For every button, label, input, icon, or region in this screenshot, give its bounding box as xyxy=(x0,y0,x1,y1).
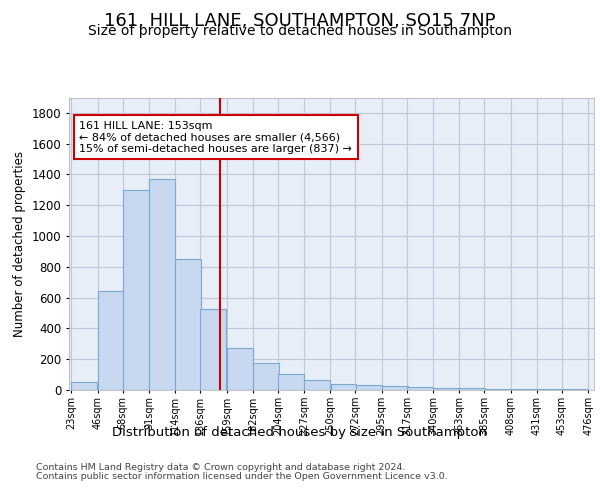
Bar xyxy=(511,389,537,390)
Bar xyxy=(175,260,201,390)
Bar xyxy=(562,389,588,390)
Text: Distribution of detached houses by size in Southampton: Distribution of detached houses by size … xyxy=(113,426,487,439)
Bar xyxy=(382,386,408,390)
Bar xyxy=(460,388,485,390)
Bar xyxy=(433,388,459,390)
Bar xyxy=(485,389,511,390)
Bar xyxy=(304,380,330,390)
Bar xyxy=(200,309,226,390)
Text: 161, HILL LANE, SOUTHAMPTON, SO15 7NP: 161, HILL LANE, SOUTHAMPTON, SO15 7NP xyxy=(104,12,496,30)
Text: Contains public sector information licensed under the Open Government Licence v3: Contains public sector information licen… xyxy=(36,472,448,481)
Y-axis label: Number of detached properties: Number of detached properties xyxy=(13,151,26,337)
Bar xyxy=(149,179,175,390)
Bar xyxy=(71,382,97,390)
Bar xyxy=(331,384,356,390)
Bar xyxy=(123,190,149,390)
Bar xyxy=(278,374,304,390)
Bar xyxy=(253,363,279,390)
Text: 161 HILL LANE: 153sqm
← 84% of detached houses are smaller (4,566)
15% of semi-d: 161 HILL LANE: 153sqm ← 84% of detached … xyxy=(79,120,352,154)
Bar xyxy=(407,387,433,390)
Bar xyxy=(356,384,382,390)
Bar xyxy=(227,348,253,390)
Text: Contains HM Land Registry data © Crown copyright and database right 2024.: Contains HM Land Registry data © Crown c… xyxy=(36,464,406,472)
Text: Size of property relative to detached houses in Southampton: Size of property relative to detached ho… xyxy=(88,24,512,38)
Bar xyxy=(98,292,124,390)
Bar xyxy=(537,389,563,390)
